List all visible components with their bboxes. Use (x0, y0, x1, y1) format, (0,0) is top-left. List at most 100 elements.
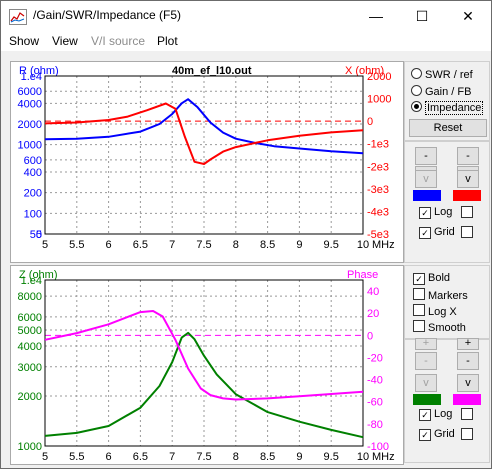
chart-title: 40m_ef_l10.out (172, 65, 252, 77)
x-tick-label: 9 (296, 451, 302, 463)
checkbox-box[interactable] (413, 320, 425, 332)
plot-frame (44, 279, 364, 447)
left-y-tick-label: 2000 (18, 119, 42, 131)
rx-chart[interactable]: 40m_ef_l10.out R (ohm) X (ohm) MHz 5 5.5 6… (11, 62, 403, 262)
checkbox-box[interactable] (461, 206, 473, 218)
checkbox-box[interactable]: ✓ (413, 273, 425, 285)
log-left-checkbox[interactable]: ✓ Log (419, 206, 452, 219)
checkbox-box[interactable] (413, 288, 425, 300)
left-y-tick-label: 4000 (18, 341, 42, 353)
left-y-tick-label: 1.e4 (21, 71, 42, 83)
right-y-tick-label: 0 (367, 330, 373, 342)
right-y-tick-label: 40 (367, 286, 379, 298)
left-axis-decrease-button[interactable]: - (415, 147, 437, 165)
checkbox-box[interactable] (461, 428, 473, 440)
radio-gain-fb[interactable]: Gain / FB (411, 85, 471, 98)
left-axis-down-button[interactable]: v (415, 170, 437, 188)
impedance-rx-chart-panel[interactable]: 40m_ef_l10.out R (ohm) X (ohm) MHz 5 5.5 6… (10, 61, 404, 263)
left-axis-increase-button[interactable]: + (415, 338, 437, 350)
left-y-tick-label: 50 (30, 229, 42, 241)
grid-left-checkbox-2[interactable]: ✓ Grid (419, 428, 455, 441)
left-y-tick-label: 6000 (18, 312, 42, 324)
radio-impedance[interactable]: Impedance (411, 101, 484, 115)
reset-button[interactable]: Reset (409, 119, 487, 137)
menu-view[interactable]: View (52, 34, 78, 48)
x-tick-label: 6 (106, 239, 112, 251)
series-line-left (44, 331, 364, 439)
series-line-right (44, 310, 364, 401)
x-tick-label: 6 (106, 451, 112, 463)
right-y-tick-label: 0 (367, 116, 373, 128)
right-y-tick-label: -40 (367, 375, 383, 387)
phase-axis-label: Phase (347, 269, 378, 281)
right-axis-decrease-button-2[interactable]: - (457, 352, 479, 370)
left-y-tick-label: 6000 (18, 86, 42, 98)
left-y-tick-label: 1.e4 (21, 275, 42, 287)
left-axis-down-button-2[interactable]: v (415, 374, 437, 392)
right-y-tick-label: -20 (367, 352, 383, 364)
series-line-left (44, 98, 364, 155)
checkbox-box[interactable] (413, 304, 425, 316)
right-y-tick-label: -3e3 (367, 184, 389, 196)
r-color-swatch[interactable] (413, 190, 441, 201)
log-right-checkbox[interactable] (461, 206, 476, 220)
bold-checkbox[interactable]: ✓ Bold (413, 272, 450, 285)
checkbox-label: Log (434, 206, 453, 218)
markers-checkbox[interactable]: Markers (413, 288, 468, 302)
logx-checkbox[interactable]: Log X (413, 304, 457, 318)
radio-swr-ref[interactable]: SWR / ref (411, 68, 473, 81)
grid-right-checkbox[interactable] (461, 226, 476, 240)
minimize-button[interactable]: — (369, 8, 383, 24)
app-chart-icon[interactable] (9, 9, 27, 25)
impedance-phase-chart-panel[interactable]: Z (ohm) Phase MHz 5 5.5 6 6.5 7 7.5 8 8.5 9 9.5 10… (10, 265, 404, 465)
grid-right-checkbox-2[interactable] (461, 428, 476, 442)
radio-indicator[interactable] (411, 68, 422, 79)
right-axis-down-button[interactable]: v (457, 170, 479, 188)
right-y-tick-label: 2000 (367, 71, 391, 83)
z-phase-chart[interactable]: Z (ohm) Phase MHz 5 5.5 6 6.5 7 7.5 8 8.5 9 9.5 10… (11, 266, 403, 464)
x-color-swatch[interactable] (453, 190, 481, 201)
right-y-tick-label: -60 (367, 397, 383, 409)
left-y-tick-label: 200 (24, 188, 42, 200)
checkbox-box[interactable]: ✓ (419, 227, 431, 239)
x-tick-label: 10 (357, 451, 369, 463)
log-left-checkbox-2[interactable]: ✓ Log (419, 408, 452, 421)
left-y-tick-label: 1000 (18, 441, 42, 453)
maximize-button[interactable]: ☐ (415, 8, 429, 24)
x-tick-label: 7.5 (196, 239, 211, 251)
x-tick-label: 5.5 (69, 239, 84, 251)
phase-color-swatch[interactable] (453, 394, 481, 405)
radio-indicator[interactable] (411, 101, 422, 112)
checkbox-box[interactable]: ✓ (419, 429, 431, 441)
checkbox-label: Bold (428, 272, 451, 284)
left-y-tick-label: 8000 (18, 291, 42, 303)
log-right-checkbox-2[interactable] (461, 408, 476, 422)
title-bar[interactable]: /Gain/SWR/Impedance (F5) — ☐ ✕ (1, 1, 491, 31)
right-axis-down-button-2[interactable]: v (457, 374, 479, 392)
x-tick-label: 7.5 (196, 451, 211, 463)
radio-label: Gain / FB (425, 86, 472, 98)
checkbox-box[interactable] (461, 226, 473, 238)
grid-left-checkbox[interactable]: ✓ Grid (419, 226, 455, 239)
smooth-checkbox[interactable]: Smooth (413, 320, 466, 334)
plot-mode-group: SWR / ref Gain / FB Impedance Reset (404, 61, 490, 141)
z-color-swatch[interactable] (413, 394, 441, 405)
left-axis-decrease-button-2[interactable]: - (415, 352, 437, 370)
menu-show[interactable]: Show (9, 34, 40, 48)
z-axis-label: Z (ohm) (19, 269, 58, 281)
x-tick-label: 9.5 (324, 239, 339, 251)
checkbox-box[interactable] (461, 408, 473, 420)
right-axis-decrease-button[interactable]: - (457, 147, 479, 165)
right-axis-increase-button[interactable]: + (457, 338, 479, 350)
checkbox-box[interactable]: ✓ (419, 409, 431, 421)
checkbox-box[interactable]: ✓ (419, 207, 431, 219)
x-tick-label: 5 (42, 239, 48, 251)
right-y-tick-label: -2e3 (367, 161, 389, 173)
radio-indicator[interactable] (411, 85, 422, 96)
x-tick-label: 8.5 (260, 451, 275, 463)
menu-plot[interactable]: Plot (157, 34, 178, 48)
close-button[interactable]: ✕ (462, 8, 474, 24)
right-y-tick-label: -4e3 (367, 206, 389, 218)
right-y-tick-label: 1000 (367, 94, 391, 106)
